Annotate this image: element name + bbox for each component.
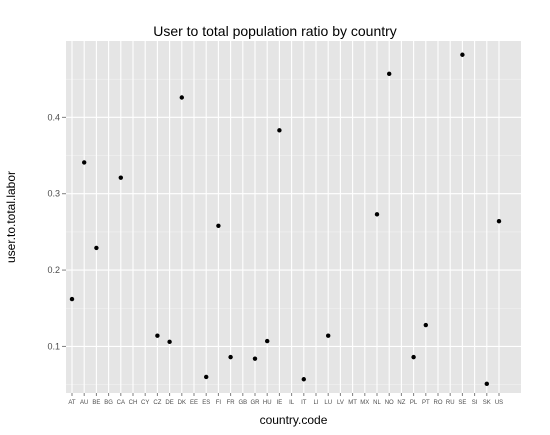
x-tick-label: HU [263, 400, 272, 406]
x-tick-label: NL [373, 400, 381, 406]
data-point [265, 338, 270, 344]
x-tick-label: BE [92, 400, 100, 406]
x-tick-label: SI [472, 400, 478, 406]
x-tick-label: LI [313, 400, 318, 406]
chart-title: User to total population ratio by countr… [153, 23, 397, 39]
x-tick-label: RO [434, 400, 443, 406]
x-tick-label: CZ [153, 400, 161, 406]
x-tick-label: ES [202, 400, 210, 406]
x-tick-label: IL [289, 400, 295, 406]
x-tick-label: PL [410, 400, 418, 406]
data-point [118, 175, 124, 180]
data-point [179, 95, 184, 100]
x-tick-label: SK [483, 400, 491, 406]
data-point [167, 339, 172, 345]
data-point [374, 212, 380, 217]
data-point [69, 296, 75, 302]
data-point [94, 245, 99, 251]
y-axis-title: user.to.total.labor [4, 171, 18, 263]
x-tick-label: US [495, 400, 503, 406]
data-point [252, 356, 258, 361]
data-point [204, 374, 209, 380]
x-tick-label: NZ [397, 400, 405, 406]
data-points [69, 52, 502, 387]
x-tick-label: NO [385, 400, 394, 406]
data-point [326, 333, 331, 338]
y-tick-label: 0.1 [47, 341, 60, 351]
x-tick-label: CH [129, 400, 138, 406]
x-tick-label: MT [348, 400, 357, 406]
x-tick-label: FI [216, 400, 222, 406]
data-point [216, 223, 221, 228]
x-axis-ticks: AT AU BE BG CA CH CY CZ DE DK EE ES FI FR GB GR HU IE IL IT… [68, 393, 503, 406]
x-tick-label: AT [68, 400, 76, 406]
x-tick-label: MX [360, 400, 369, 406]
data-point [423, 322, 428, 328]
grid-minor [66, 78, 521, 385]
data-point [496, 218, 502, 224]
x-tick-label: DE [165, 400, 173, 406]
y-axis-ticks: 0.1 0.2 0.3 0.4 [47, 112, 66, 351]
data-point [155, 333, 160, 338]
x-tick-label: FR [227, 400, 236, 406]
x-axis-title: country.code [260, 413, 328, 427]
data-point [228, 354, 233, 360]
data-point [387, 71, 392, 77]
plot-panel [66, 41, 521, 393]
data-point [301, 377, 306, 382]
grid-major [66, 41, 521, 393]
x-tick-label: IE [277, 400, 283, 406]
x-tick-label: PT [422, 400, 430, 406]
y-tick-label: 0.4 [47, 112, 60, 122]
x-tick-label: BG [104, 400, 113, 406]
x-tick-label: EE [190, 400, 198, 406]
x-tick-label: SE [458, 400, 466, 406]
x-tick-label: IT [301, 400, 307, 406]
data-point [460, 52, 465, 57]
x-tick-label: CY [141, 400, 149, 406]
x-tick-label: AU [80, 400, 88, 406]
x-tick-label: CA [117, 400, 125, 406]
x-tick-label: DK [178, 400, 186, 406]
x-tick-label: LV [337, 400, 344, 406]
y-tick-label: 0.2 [47, 265, 60, 275]
y-tick-label: 0.3 [47, 189, 60, 199]
data-point [484, 381, 489, 387]
data-point [411, 354, 416, 360]
x-tick-label: GB [238, 400, 247, 406]
data-point [82, 160, 87, 165]
data-point [277, 128, 282, 133]
x-tick-label: RU [446, 400, 455, 406]
x-tick-label: LU [324, 400, 332, 406]
x-tick-label: GR [251, 400, 261, 406]
